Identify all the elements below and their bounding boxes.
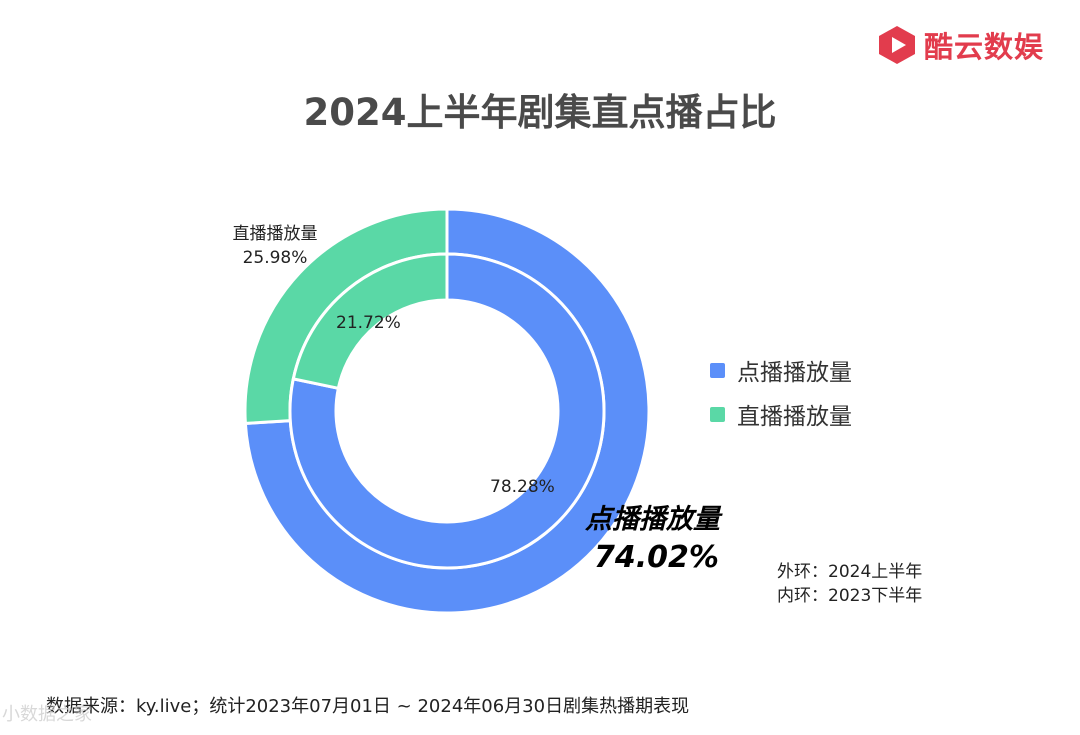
data-source-footer: 数据来源：ky.live；统计2023年07月01日 ~ 2024年06月30日…	[46, 696, 690, 717]
outer-live-label: 直播播放量 25.98%	[205, 222, 345, 270]
legend-label-live: 直播播放量	[737, 404, 852, 430]
legend-item-live[interactable]: 直播播放量	[710, 392, 852, 436]
outer-live-name: 直播播放量	[232, 224, 318, 244]
chart-title: 2024上半年剧集直点播占比	[303, 91, 777, 134]
brand-name: 酷云数娱	[924, 30, 1045, 64]
legend-swatch-vod	[710, 362, 725, 378]
inner-ring-slice-live[interactable]	[291, 252, 449, 391]
ring-outer-note: 外环：2024上半年	[777, 562, 923, 582]
play-logo-icon	[879, 26, 915, 64]
chart-legend: 点播播放量 直播播放量	[710, 348, 852, 436]
watermark: 小数据之家	[2, 704, 92, 725]
legend-item-vod[interactable]: 点播播放量	[710, 348, 852, 392]
inner-vod-value: 78.28%	[490, 477, 555, 497]
inner-live-value: 21.72%	[336, 313, 401, 333]
legend-swatch-live	[710, 406, 725, 422]
outer-vod-highlight: 点播播放量 74.02%	[585, 502, 720, 578]
inner-ring-slice-vod[interactable]	[288, 252, 606, 570]
ring-note: 外环：2024上半年 内环：2023下半年	[777, 560, 922, 608]
outer-live-value: 25.98%	[242, 248, 308, 268]
brand-logo: 酷云数娱	[878, 24, 1044, 66]
legend-label-vod: 点播播放量	[737, 360, 852, 386]
ring-inner-note: 内环：2023下半年	[777, 586, 923, 606]
outer-vod-name: 点播播放量	[585, 504, 720, 535]
outer-vod-value: 74.02%	[594, 540, 719, 575]
